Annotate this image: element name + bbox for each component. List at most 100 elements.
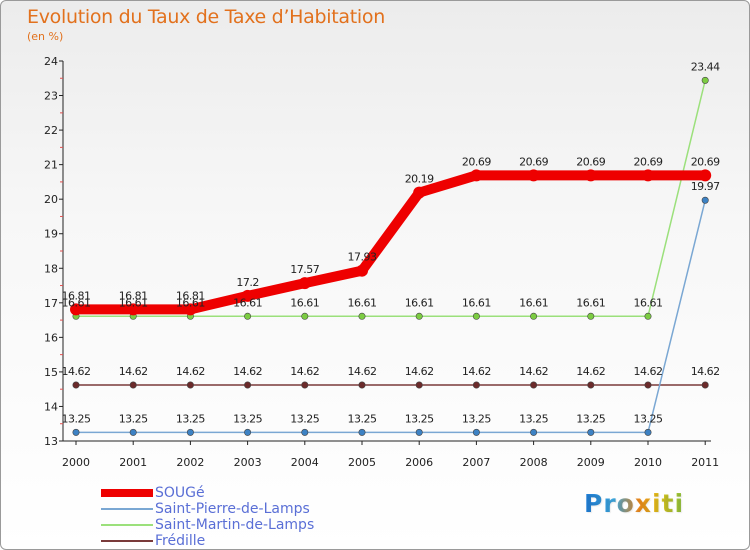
data-point [70,303,82,316]
legend-item: Frédille [101,533,314,549]
data-point [472,428,480,436]
data-point [701,381,709,389]
data-label: 16.61 [348,296,377,309]
data-label: 14.62 [119,365,148,378]
legend-swatch [101,489,153,497]
data-point [701,196,709,204]
legend-item: Saint-Pierre-de-Lamps [101,501,314,517]
data-label: 17.93 [348,251,377,264]
data-label: 13.25 [290,412,319,425]
y-tick-label: 13 [44,435,58,448]
series-saint-martin-de-lamps [72,76,709,320]
data-point [472,312,480,320]
data-point [244,312,252,320]
data-point [413,186,426,199]
data-label: 14.62 [62,365,91,378]
data-label: 17.2 [236,276,259,289]
series-soug- [70,169,712,316]
data-label: 14.62 [634,365,663,378]
data-point [358,312,366,320]
data-point [358,428,366,436]
data-label: 14.62 [176,365,205,378]
y-tick-label: 17 [44,297,58,310]
data-point [358,381,366,389]
proxiti-logo: Proxiti [584,489,685,518]
y-tick-label: 20 [44,193,58,206]
data-point [470,169,483,182]
data-label: 13.25 [176,412,205,425]
data-label: 16.61 [176,296,205,309]
data-point [530,428,538,436]
x-tick-label: 2011 [691,456,719,469]
x-tick-label: 2003 [234,456,262,469]
data-point [186,381,194,389]
y-tick-label: 15 [44,366,58,379]
data-label: 20.69 [462,155,491,168]
chart-title: Evolution du Taux de Taxe d’Habitation [27,6,385,28]
data-point [642,169,654,182]
legend-swatch [101,524,153,526]
data-point [129,381,137,389]
y-axis-unit-label: (en %) [27,30,64,43]
data-label: 16.61 [233,296,262,309]
data-point [644,428,652,436]
data-point [530,381,538,389]
data-label: 13.25 [405,412,434,425]
data-point [587,312,595,320]
data-label: 13.25 [119,412,148,425]
data-label: 23.44 [691,60,720,73]
data-label: 20.69 [519,155,548,168]
legend: SOUGé Saint-Pierre-de-Lamps Saint-Martin-d… [101,485,314,549]
data-label: 13.25 [519,412,548,425]
y-tick-label: 16 [44,331,58,344]
data-point [184,303,197,316]
data-point [72,381,80,389]
legend-label: SOUGé [155,485,205,501]
y-tick-label: 24 [44,55,58,68]
y-tick-label: 23 [44,90,58,103]
data-point [415,428,423,436]
x-tick-label: 2005 [348,456,376,469]
data-point [72,428,80,436]
x-tick-label: 2000 [62,456,90,469]
x-tick-label: 2004 [291,456,319,469]
data-point [298,277,311,290]
data-label: 16.61 [576,296,605,309]
data-point [699,169,712,182]
data-label: 16.61 [62,296,91,309]
data-label: 20.69 [691,155,720,168]
x-tick-label: 2009 [577,456,605,469]
data-point [701,76,709,84]
data-label: 16.61 [462,296,491,309]
x-tick-label: 2006 [405,456,433,469]
data-label: 13.25 [348,412,377,425]
legend-label: Saint-Martin-de-Lamps [155,517,315,533]
y-tick-label: 18 [44,262,58,275]
data-label: 16.61 [634,296,663,309]
data-label: 13.25 [462,412,491,425]
data-label: 16.81 [119,289,148,302]
data-label: 14.62 [405,365,434,378]
x-tick-label: 2001 [119,456,147,469]
x-tick-label: 2008 [520,456,548,469]
legend-swatch [101,540,153,542]
data-label: 14.62 [519,365,548,378]
data-label: 13.25 [62,412,91,425]
data-label: 16.81 [62,289,91,302]
data-point [244,381,252,389]
y-tick-label: 21 [44,159,58,172]
data-label: 20.69 [634,155,663,168]
data-label: 14.62 [290,365,319,378]
data-point [644,381,652,389]
legend-label: Frédille [155,533,206,549]
y-tick-label: 14 [44,400,58,413]
data-label: 14.62 [348,365,377,378]
data-point [527,169,540,182]
series-line [75,79,706,318]
y-tick-label: 19 [44,228,58,241]
data-point [587,428,595,436]
data-label: 16.81 [176,289,205,302]
data-point [356,264,368,277]
